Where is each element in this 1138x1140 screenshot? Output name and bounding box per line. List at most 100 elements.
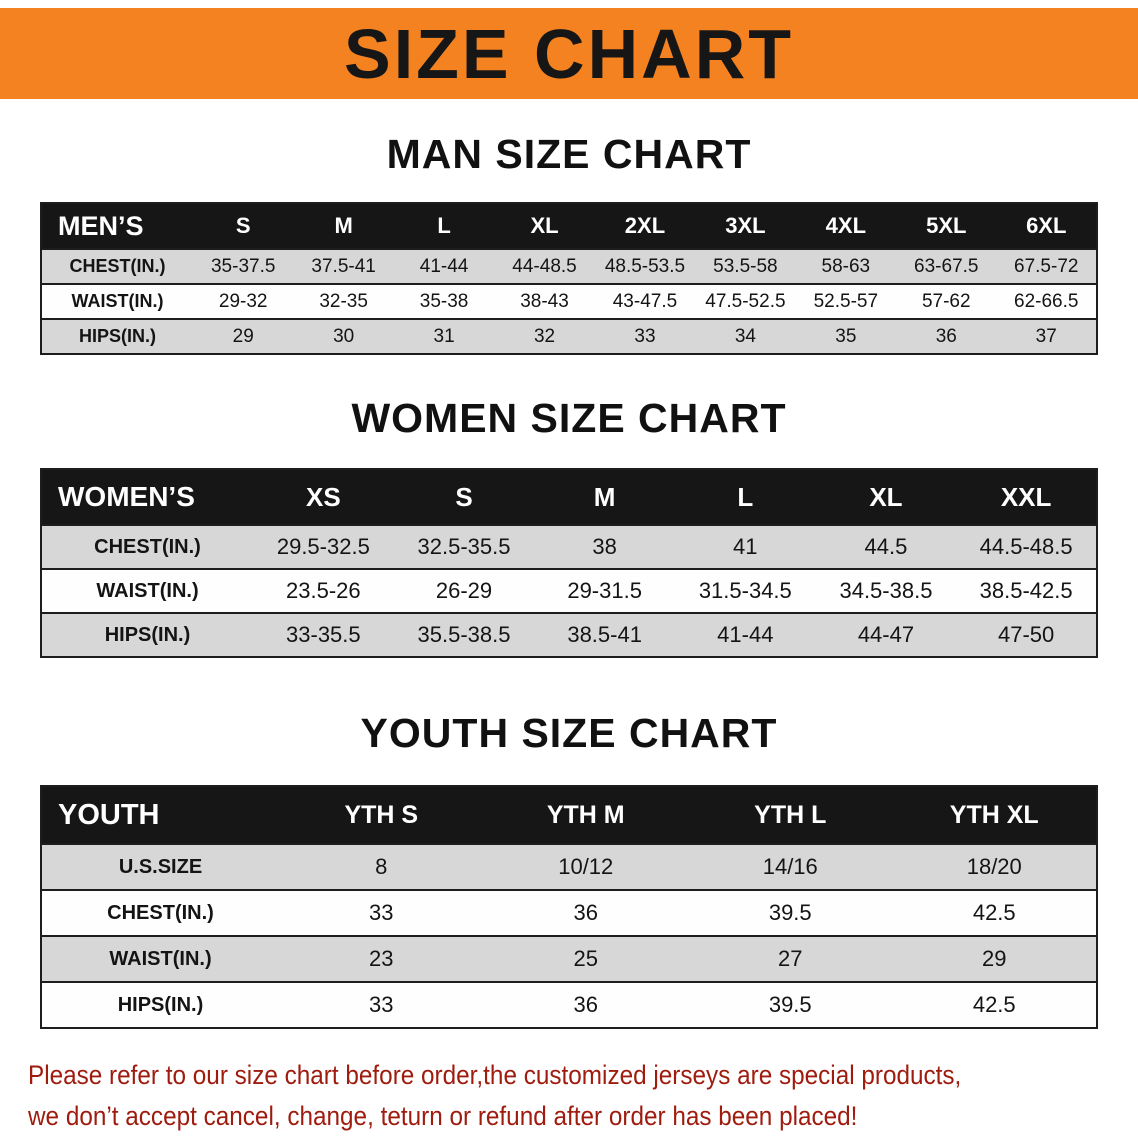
- header-row: YOUTH YTH S YTH M YTH L YTH XL: [41, 786, 1097, 844]
- measurement-value-cell: 38.5-41: [567, 622, 642, 647]
- measurement-value-cell: 36: [573, 900, 598, 925]
- title-banner: SIZE CHART: [0, 8, 1138, 99]
- measurement-value-cell: 37.5-41: [311, 255, 376, 277]
- size-chart-infographic: SIZE CHART MAN SIZE CHART MEN’S S M L XL 2XL 3…: [0, 8, 1138, 1136]
- measurement-value-cell: 44.5-48.5: [979, 534, 1073, 559]
- measurement-value-cell: 35-38: [419, 290, 469, 312]
- measurement-row: CHEST(IN.) 35-37.5 37.5-41 41-44 44-48.5 48.5…: [41, 249, 1097, 284]
- size-column-header: 6XL: [1026, 213, 1067, 238]
- measurement-row: WAIST(IN.) 29-32 32-35 35-38 38-43 43-47.5 47.…: [41, 284, 1097, 319]
- women-size-section: WOMEN SIZE CHART WOMEN’S XS S M L XL XXL CHEST(…: [0, 395, 1138, 658]
- measurement-value-cell: 57-62: [921, 290, 971, 312]
- measurement-value-cell: 33: [634, 325, 656, 347]
- row-label-cell: CHEST(IN.): [94, 535, 201, 558]
- measurement-value-cell: 37: [1035, 325, 1057, 347]
- measurement-value-cell: 44-47: [857, 622, 915, 647]
- measurement-value-cell: 23.5-26: [286, 578, 361, 603]
- men-section-heading: MAN SIZE CHART: [386, 131, 752, 177]
- measurement-value-cell: 33-35.5: [286, 622, 361, 647]
- measurement-value-cell: 58-63: [821, 255, 871, 277]
- measurement-value-cell: 31: [433, 325, 455, 347]
- row-label-cell: HIPS(IN.): [104, 623, 191, 646]
- size-column-header: S: [235, 213, 251, 238]
- measurement-value-cell: 29-31.5: [567, 578, 642, 603]
- size-column-header: L: [437, 213, 451, 238]
- measurement-row: HIPS(IN.) 33 36 39.5 42.5: [41, 982, 1097, 1028]
- size-column-header: M: [593, 481, 616, 512]
- measurement-value-cell: 47-50: [998, 622, 1055, 647]
- measurement-value-cell: 29: [982, 946, 1007, 971]
- measurement-value-cell: 38: [592, 534, 617, 559]
- measurement-value-cell: 41-44: [717, 622, 774, 647]
- row-label-cell: WAIST(IN.): [71, 291, 164, 311]
- size-column-header: XXL: [1000, 481, 1052, 512]
- measurement-value-cell: 39.5: [768, 900, 812, 925]
- size-column-header: 3XL: [725, 213, 766, 238]
- youth-size-section: YOUTH SIZE CHART YOUTH YTH S YTH M YTH L YTH…: [0, 710, 1138, 1029]
- measurement-value-cell: 27: [778, 946, 803, 971]
- measurement-value-cell: 39.5: [768, 992, 812, 1017]
- table-title-cell: YOUTH: [58, 798, 160, 831]
- measurement-value-cell: 53.5-58: [713, 255, 778, 277]
- row-label-cell: CHEST(IN.): [69, 256, 166, 276]
- measurement-row: HIPS(IN.) 33-35.5 35.5-38.5 38.5-41 41-44 44-…: [41, 613, 1097, 657]
- table-title-cell: WOMEN’S: [58, 481, 195, 512]
- measurement-value-cell: 48.5-53.5: [604, 255, 686, 277]
- disclaimer-line-2: we don’t accept cancel, change, teturn o…: [28, 1100, 858, 1131]
- row-label-cell: CHEST(IN.): [107, 901, 214, 924]
- measurement-value-cell: 36: [573, 992, 598, 1017]
- row-label-cell: WAIST(IN.): [96, 579, 199, 602]
- measurement-row: CHEST(IN.) 29.5-32.5 32.5-35.5 38 41 44.5 44.5…: [41, 525, 1097, 569]
- size-column-header: YTH S: [344, 800, 419, 829]
- measurement-value-cell: 35: [835, 325, 857, 347]
- measurement-value-cell: 41: [733, 534, 758, 559]
- row-label-cell: U.S.SIZE: [118, 855, 203, 878]
- measurement-value-cell: 35-37.5: [210, 255, 276, 277]
- measurement-value-cell: 33: [369, 992, 394, 1017]
- measurement-value-cell: 18/20: [966, 854, 1022, 879]
- header-row: MEN’S S M L XL 2XL 3XL 4XL 5XL 6XL: [41, 203, 1097, 249]
- men-size-section: MAN SIZE CHART MEN’S S M L XL 2XL 3XL 4XL 5XL 6XL…: [0, 131, 1138, 355]
- measurement-value-cell: 38.5-42.5: [979, 578, 1073, 603]
- measurement-value-cell: 23: [369, 946, 394, 971]
- page-title: SIZE CHART: [344, 14, 794, 93]
- women-section-heading: WOMEN SIZE CHART: [351, 395, 787, 441]
- size-column-header: M: [334, 213, 353, 238]
- measurement-value-cell: 35.5-38.5: [417, 622, 511, 647]
- measurement-value-cell: 29: [232, 325, 254, 347]
- size-column-header: 5XL: [926, 213, 967, 238]
- measurement-value-cell: 34: [734, 325, 756, 347]
- size-column-header: XS: [305, 481, 341, 512]
- youth-section-heading: YOUTH SIZE CHART: [360, 710, 778, 756]
- size-column-header: 4XL: [825, 213, 867, 238]
- measurement-value-cell: 47.5-52.5: [705, 290, 786, 312]
- measurement-value-cell: 14/16: [762, 854, 818, 879]
- measurement-row: U.S.SIZE 8 10/12 14/16 18/20: [41, 844, 1097, 890]
- size-column-header: 2XL: [624, 213, 666, 238]
- size-column-header: XL: [869, 481, 903, 512]
- measurement-value-cell: 67.5-72: [1014, 255, 1079, 277]
- size-column-header: L: [737, 481, 754, 512]
- measurement-value-cell: 8: [375, 854, 388, 879]
- measurement-value-cell: 10/12: [558, 854, 614, 879]
- measurement-value-cell: 63-67.5: [914, 255, 979, 277]
- measurement-row: HIPS(IN.) 29 30 31 32 33 34 35 36 37: [41, 319, 1097, 354]
- measurement-value-cell: 30: [333, 325, 355, 347]
- men-size-table: MEN’S S M L XL 2XL 3XL 4XL 5XL 6XL CHEST(IN.) 35-37…: [40, 202, 1098, 355]
- measurement-value-cell: 32-35: [319, 290, 368, 312]
- measurement-value-cell: 42.5: [972, 992, 1016, 1017]
- measurement-value-cell: 34.5-38.5: [839, 578, 933, 603]
- measurement-value-cell: 52.5-57: [813, 290, 879, 312]
- measurement-value-cell: 29-32: [218, 290, 268, 312]
- measurement-row: WAIST(IN.) 23.5-26 26-29 29-31.5 31.5-34.5 34…: [41, 569, 1097, 613]
- measurement-value-cell: 31.5-34.5: [698, 578, 792, 603]
- measurement-value-cell: 29.5-32.5: [276, 534, 370, 559]
- measurement-value-cell: 36: [935, 325, 957, 347]
- size-column-header: S: [455, 481, 473, 512]
- youth-size-table: YOUTH YTH S YTH M YTH L YTH XL U.S.SIZE 8 10/12…: [40, 785, 1098, 1029]
- women-size-table: WOMEN’S XS S M L XL XXL CHEST(IN.) 29.5-32.5 32.5…: [40, 468, 1098, 658]
- measurement-value-cell: 32.5-35.5: [417, 534, 511, 559]
- measurement-value-cell: 25: [573, 946, 598, 971]
- row-label-cell: HIPS(IN.): [78, 326, 156, 346]
- measurement-value-cell: 42.5: [972, 900, 1016, 925]
